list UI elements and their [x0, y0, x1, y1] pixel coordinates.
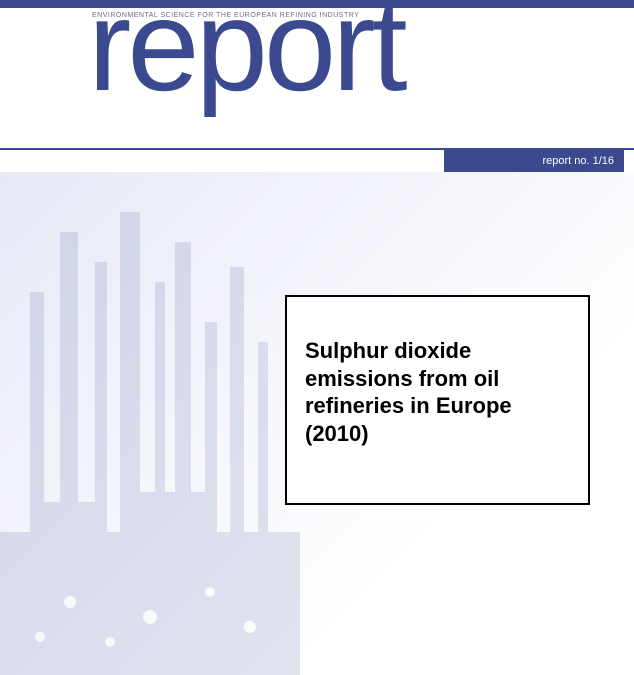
report-cover-page: ENVIRONMENTAL SCIENCE FOR THE EUROPEAN R…: [0, 0, 634, 675]
masthead-wordmark: report: [88, 0, 404, 110]
document-title-box: Sulphur dioxide emissions from oil refin…: [285, 295, 590, 505]
report-number-badge: report no. 1/16: [444, 150, 624, 172]
report-number-text: report no. 1/16: [542, 155, 614, 167]
document-title-text: Sulphur dioxide emissions from oil refin…: [305, 337, 570, 447]
